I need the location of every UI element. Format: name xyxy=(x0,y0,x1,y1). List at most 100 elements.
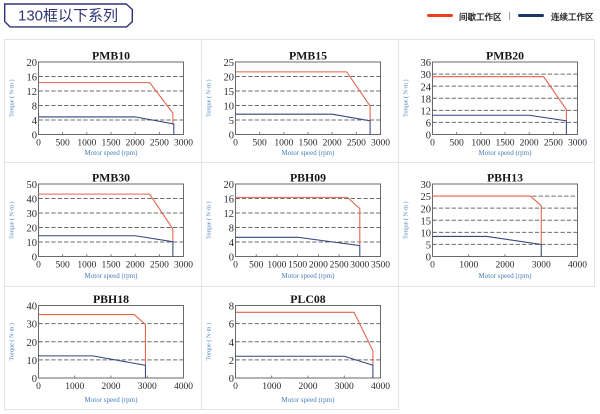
svg-text:15: 15 xyxy=(224,87,235,98)
svg-text:2: 2 xyxy=(229,356,234,367)
svg-text:0: 0 xyxy=(36,139,41,149)
svg-text:0: 0 xyxy=(430,261,435,271)
svg-text:PBH18: PBH18 xyxy=(93,292,129,306)
svg-text:3000: 3000 xyxy=(371,139,390,149)
svg-text:2500: 2500 xyxy=(150,139,169,149)
svg-text:3000: 3000 xyxy=(174,261,193,271)
svg-text:30: 30 xyxy=(27,320,38,331)
svg-text:3000: 3000 xyxy=(138,382,157,392)
svg-text:0: 0 xyxy=(229,131,234,142)
svg-text:PBH13: PBH13 xyxy=(487,170,523,184)
svg-text:1000: 1000 xyxy=(471,139,490,149)
svg-text:2500: 2500 xyxy=(150,261,169,271)
svg-text:4000: 4000 xyxy=(174,382,193,392)
svg-text:6: 6 xyxy=(426,119,431,130)
svg-text:Motor speed (rpm): Motor speed (rpm) xyxy=(479,272,533,280)
svg-text:12: 12 xyxy=(27,87,38,98)
svg-text:20: 20 xyxy=(421,204,432,215)
svg-text:4: 4 xyxy=(229,238,235,249)
svg-text:Motor speed (rpm): Motor speed (rpm) xyxy=(282,396,336,404)
svg-text:20: 20 xyxy=(27,58,38,69)
svg-text:0: 0 xyxy=(36,382,41,392)
svg-text:4: 4 xyxy=(32,116,38,127)
svg-text:Torque ( N·m ): Torque ( N·m ) xyxy=(9,201,16,239)
svg-text:1500: 1500 xyxy=(299,139,318,149)
svg-text:2000: 2000 xyxy=(520,139,539,149)
svg-text:Motor speed (rpm): Motor speed (rpm) xyxy=(85,272,139,280)
svg-text:0: 0 xyxy=(32,131,37,142)
svg-text:40: 40 xyxy=(27,302,38,313)
svg-text:500: 500 xyxy=(249,261,264,271)
svg-text:4: 4 xyxy=(229,338,235,349)
svg-text:24: 24 xyxy=(421,82,432,93)
svg-text:3000: 3000 xyxy=(350,261,369,271)
svg-text:8: 8 xyxy=(229,302,234,313)
svg-text:2000: 2000 xyxy=(126,139,145,149)
svg-text:50: 50 xyxy=(27,180,38,191)
svg-text:2000: 2000 xyxy=(126,261,145,271)
svg-text:3000: 3000 xyxy=(532,261,551,271)
svg-text:25: 25 xyxy=(421,192,432,203)
svg-text:20: 20 xyxy=(27,224,38,235)
svg-text:500: 500 xyxy=(56,139,71,149)
svg-text:4000: 4000 xyxy=(568,261,587,271)
svg-text:3000: 3000 xyxy=(568,139,587,149)
svg-text:10: 10 xyxy=(224,102,235,113)
svg-text:3000: 3000 xyxy=(174,139,193,149)
svg-text:PMB10: PMB10 xyxy=(92,48,130,62)
svg-text:1000: 1000 xyxy=(262,382,281,392)
svg-text:10: 10 xyxy=(27,356,38,367)
svg-text:20: 20 xyxy=(27,338,38,349)
svg-text:25: 25 xyxy=(224,58,235,69)
svg-text:18: 18 xyxy=(421,94,432,105)
svg-text:40: 40 xyxy=(27,195,38,206)
svg-text:Motor speed (rpm): Motor speed (rpm) xyxy=(479,149,533,157)
svg-text:1500: 1500 xyxy=(496,139,515,149)
svg-text:0: 0 xyxy=(229,374,234,385)
svg-text:3000: 3000 xyxy=(335,382,354,392)
svg-text:Torque ( N·m ): Torque ( N·m ) xyxy=(206,201,213,239)
svg-text:Torque ( N·m ): Torque ( N·m ) xyxy=(206,323,213,361)
svg-text:Torque ( N·m ): Torque ( N·m ) xyxy=(403,201,410,239)
svg-text:20: 20 xyxy=(224,73,235,84)
svg-text:2000: 2000 xyxy=(309,261,328,271)
svg-text:500: 500 xyxy=(450,139,465,149)
svg-text:PBH09: PBH09 xyxy=(290,170,326,184)
svg-text:0: 0 xyxy=(229,253,234,264)
svg-text:Motor speed (rpm): Motor speed (rpm) xyxy=(282,272,336,280)
svg-text:500: 500 xyxy=(56,261,71,271)
svg-text:0: 0 xyxy=(233,382,238,392)
svg-text:1000: 1000 xyxy=(274,139,293,149)
svg-text:5: 5 xyxy=(229,116,234,127)
svg-text:Torque ( N·m ): Torque ( N·m ) xyxy=(9,323,16,361)
svg-text:PMB20: PMB20 xyxy=(486,48,524,62)
svg-text:1000: 1000 xyxy=(267,261,286,271)
svg-text:10: 10 xyxy=(27,238,38,249)
svg-text:2500: 2500 xyxy=(544,139,563,149)
svg-text:Motor speed (rpm): Motor speed (rpm) xyxy=(85,149,139,157)
svg-text:Torque ( N·m ): Torque ( N·m ) xyxy=(403,79,410,117)
svg-text:30: 30 xyxy=(27,209,38,220)
svg-text:1500: 1500 xyxy=(102,261,121,271)
svg-text:3500: 3500 xyxy=(371,261,390,271)
svg-text:5: 5 xyxy=(426,241,431,252)
svg-text:1500: 1500 xyxy=(102,139,121,149)
svg-text:15: 15 xyxy=(421,216,432,227)
svg-text:2000: 2000 xyxy=(323,139,342,149)
svg-text:PLC08: PLC08 xyxy=(290,292,325,306)
svg-text:Motor speed (rpm): Motor speed (rpm) xyxy=(85,396,139,404)
svg-text:2500: 2500 xyxy=(347,139,366,149)
svg-text:1000: 1000 xyxy=(77,261,96,271)
svg-text:0: 0 xyxy=(426,131,431,142)
svg-text:2000: 2000 xyxy=(299,382,318,392)
svg-text:2000: 2000 xyxy=(496,261,515,271)
svg-text:30: 30 xyxy=(421,180,432,191)
svg-text:2000: 2000 xyxy=(102,382,121,392)
svg-text:0: 0 xyxy=(426,253,431,264)
svg-text:16: 16 xyxy=(27,73,38,84)
svg-text:1000: 1000 xyxy=(65,382,84,392)
svg-text:0: 0 xyxy=(32,253,37,264)
svg-text:4000: 4000 xyxy=(371,382,390,392)
svg-text:1500: 1500 xyxy=(288,261,307,271)
svg-text:1000: 1000 xyxy=(77,139,96,149)
